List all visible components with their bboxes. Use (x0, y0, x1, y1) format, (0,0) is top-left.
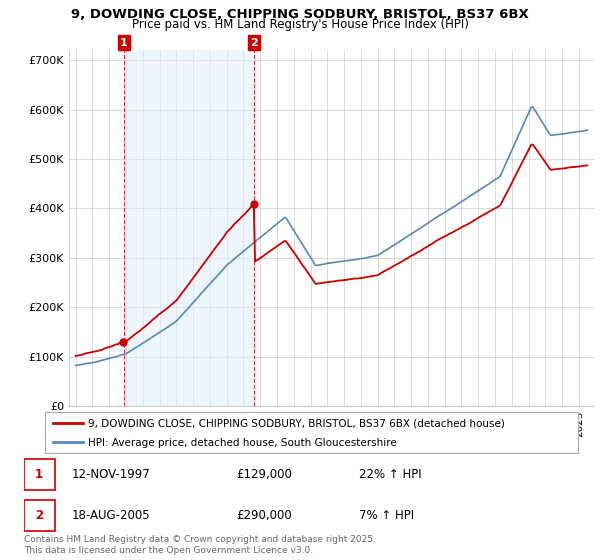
FancyBboxPatch shape (45, 412, 578, 452)
Text: 7% ↑ HPI: 7% ↑ HPI (359, 509, 414, 522)
Text: HPI: Average price, detached house, South Gloucestershire: HPI: Average price, detached house, Sout… (88, 438, 397, 447)
Text: Price paid vs. HM Land Registry's House Price Index (HPI): Price paid vs. HM Land Registry's House … (131, 18, 469, 31)
Text: 22% ↑ HPI: 22% ↑ HPI (359, 468, 421, 481)
Text: 1: 1 (35, 468, 43, 481)
Text: Contains HM Land Registry data © Crown copyright and database right 2025.
This d: Contains HM Land Registry data © Crown c… (24, 535, 376, 555)
Text: 2: 2 (250, 38, 258, 48)
Text: £129,000: £129,000 (236, 468, 292, 481)
Text: 12-NOV-1997: 12-NOV-1997 (71, 468, 150, 481)
Text: 2: 2 (35, 509, 43, 522)
FancyBboxPatch shape (24, 500, 55, 531)
Text: £290,000: £290,000 (236, 509, 292, 522)
Text: 9, DOWDING CLOSE, CHIPPING SODBURY, BRISTOL, BS37 6BX: 9, DOWDING CLOSE, CHIPPING SODBURY, BRIS… (71, 8, 529, 21)
Text: 18-AUG-2005: 18-AUG-2005 (71, 509, 150, 522)
Text: 1: 1 (120, 38, 128, 48)
FancyBboxPatch shape (24, 459, 55, 490)
Text: 9, DOWDING CLOSE, CHIPPING SODBURY, BRISTOL, BS37 6BX (detached house): 9, DOWDING CLOSE, CHIPPING SODBURY, BRIS… (88, 418, 505, 428)
